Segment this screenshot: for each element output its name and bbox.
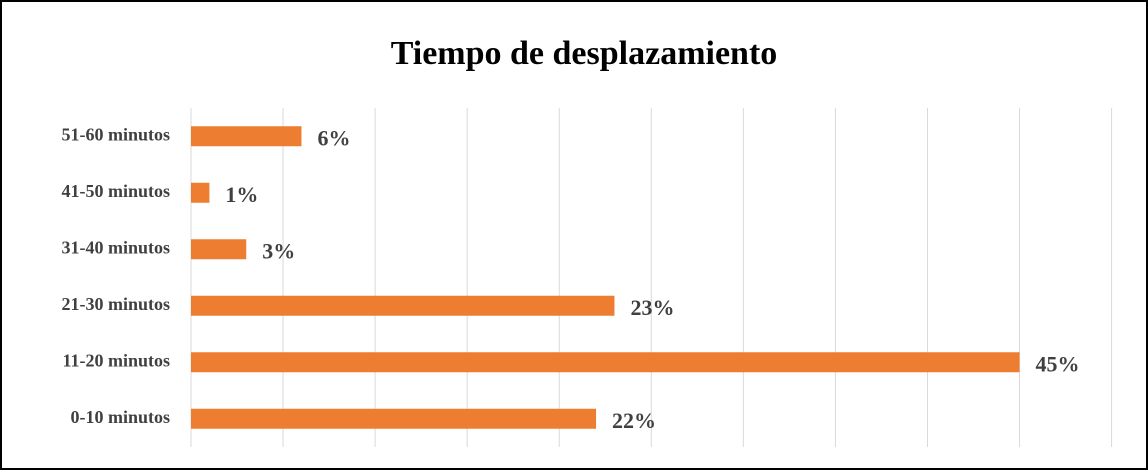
data-label: 23% (630, 295, 674, 320)
data-label: 3% (262, 238, 295, 263)
y-tick-label: 51-60 minutos (61, 124, 170, 144)
y-tick-label: 21-30 minutos (61, 294, 170, 314)
data-label: 6% (317, 125, 350, 150)
bar (191, 352, 1020, 373)
bar (191, 408, 597, 429)
data-label: 45% (1036, 351, 1080, 376)
bar (191, 295, 615, 316)
y-tick-label: 11-20 minutos (62, 350, 170, 370)
bar (191, 239, 247, 260)
bar (191, 182, 210, 203)
y-tick-label: 41-50 minutos (61, 181, 170, 201)
data-label: 1% (225, 182, 258, 207)
data-label: 22% (612, 408, 656, 433)
y-tick-label: 31-40 minutos (61, 237, 170, 257)
chart-title: Tiempo de desplazamiento (391, 35, 778, 72)
bar (191, 126, 302, 147)
y-tick-label: 0-10 minutos (70, 407, 170, 427)
